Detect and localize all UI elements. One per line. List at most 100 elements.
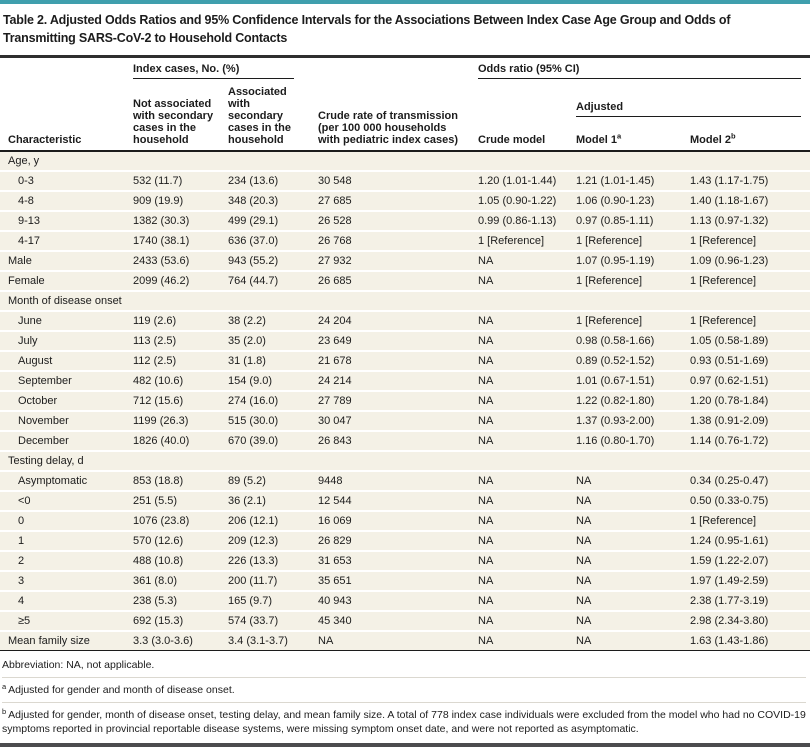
cell-value: NA	[576, 510, 690, 531]
cell-value: 1.43 (1.17-1.75)	[690, 170, 810, 191]
table-title: Table 2. Adjusted Odds Ratios and 95% Co…	[0, 4, 810, 58]
cell-value: 1.63 (1.43-1.86)	[690, 630, 810, 651]
cell-value: 1.07 (0.95-1.19)	[576, 250, 690, 271]
row-label: 9-13	[0, 210, 133, 231]
cell-value: 31 (1.8)	[228, 350, 318, 371]
cell-value: NA	[576, 490, 690, 511]
cell-value: 1 [Reference]	[690, 270, 810, 291]
cell-value: NA	[478, 310, 576, 331]
table-body: Age, y 0-3 532 (11.7) 234 (13.6) 30 548 1.20 …	[0, 150, 810, 651]
cell-value: 9448	[318, 470, 478, 491]
cell-value: 1740 (38.1)	[133, 230, 228, 251]
cell-value: 1.05 (0.90-1.22)	[478, 190, 576, 211]
row-label: 0-3	[0, 170, 133, 191]
col-group-odds-ratio: Odds ratio (95% CI)	[478, 58, 810, 83]
section-label: Testing delay, d	[0, 450, 810, 471]
cell-value: 113 (2.5)	[133, 330, 228, 351]
cell-value: 482 (10.6)	[133, 370, 228, 391]
table-row: 4-17 1740 (38.1) 636 (37.0) 26 768 1 [Refere…	[0, 230, 810, 251]
cell-value: 200 (11.7)	[228, 570, 318, 591]
odds-ratio-table: Characteristic Index cases, No. (%) Crud…	[0, 58, 810, 651]
table-row: 1 570 (12.6) 209 (12.3) 26 829 NA NA 1.24 (0.9…	[0, 530, 810, 551]
cell-value: 361 (8.0)	[133, 570, 228, 591]
cell-value: NA	[478, 350, 576, 371]
cell-value: 1 [Reference]	[690, 310, 810, 331]
cell-value: 1826 (40.0)	[133, 430, 228, 451]
cell-value: NA	[576, 590, 690, 611]
section-label: Month of disease onset	[0, 290, 810, 311]
cell-value: 574 (33.7)	[228, 610, 318, 631]
cell-value: 1.24 (0.95-1.61)	[690, 530, 810, 551]
cell-value: 40 943	[318, 590, 478, 611]
cell-value: NA	[478, 590, 576, 611]
cell-value: 692 (15.3)	[133, 610, 228, 631]
row-label: December	[0, 430, 133, 451]
table-row: Asymptomatic 853 (18.8) 89 (5.2) 9448 NA NA 0.…	[0, 470, 810, 491]
table-row: 4 238 (5.3) 165 (9.7) 40 943 NA NA 2.38 (1.77-…	[0, 590, 810, 611]
cell-value: 2099 (46.2)	[133, 270, 228, 291]
cell-value: 209 (12.3)	[228, 530, 318, 551]
row-label: 4	[0, 590, 133, 611]
cell-value: 1.13 (0.97-1.32)	[690, 210, 810, 231]
cell-value: NA	[576, 610, 690, 631]
row-label: <0	[0, 490, 133, 511]
cell-value: 1.06 (0.90-1.23)	[576, 190, 690, 211]
cell-value: 853 (18.8)	[133, 470, 228, 491]
col-group-index-cases: Index cases, No. (%)	[133, 58, 318, 83]
cell-value: 0.34 (0.25-0.47)	[690, 470, 810, 491]
cell-value: 27 685	[318, 190, 478, 211]
cell-value: 1199 (26.3)	[133, 410, 228, 431]
cell-value: NA	[478, 610, 576, 631]
table-row: November 1199 (26.3) 515 (30.0) 30 047 NA 1.3…	[0, 410, 810, 431]
top-accent-bar	[0, 0, 810, 4]
cell-value: 165 (9.7)	[228, 590, 318, 611]
table-row: Male 2433 (53.6) 943 (55.2) 27 932 NA 1.07 (0…	[0, 250, 810, 271]
table-row: September 482 (10.6) 154 (9.0) 24 214 NA 1.01…	[0, 370, 810, 391]
cell-value: 1.16 (0.80-1.70)	[576, 430, 690, 451]
cell-value: NA	[478, 270, 576, 291]
cell-value: NA	[576, 530, 690, 551]
table-row: 0 1076 (23.8) 206 (12.1) 16 069 NA NA 1 [Refer…	[0, 510, 810, 531]
cell-value: 1.59 (1.22-2.07)	[690, 550, 810, 571]
col-group-adjusted-label: Adjusted	[576, 99, 802, 117]
col-header-characteristic: Characteristic	[0, 58, 133, 152]
cell-value: 0.93 (0.51-1.69)	[690, 350, 810, 371]
row-label: 3	[0, 570, 133, 591]
table-row: 3 361 (8.0) 200 (11.7) 35 651 NA NA 1.97 (1.49…	[0, 570, 810, 591]
cell-value: 1.20 (0.78-1.84)	[690, 390, 810, 411]
cell-value: 27 789	[318, 390, 478, 411]
cell-value: 2.38 (1.77-3.19)	[690, 590, 810, 611]
footnote-b-text: Adjusted for gender, month of disease on…	[2, 709, 806, 735]
table-row: 0-3 532 (11.7) 234 (13.6) 30 548 1.20 (1.01-…	[0, 170, 810, 191]
cell-value: 24 214	[318, 370, 478, 391]
cell-value: 712 (15.6)	[133, 390, 228, 411]
cell-value: 26 768	[318, 230, 478, 251]
table-row: June 119 (2.6) 38 (2.2) 24 204 NA 1 [Referenc…	[0, 310, 810, 331]
footnote-a-marker: a	[2, 681, 7, 691]
cell-value: 1 [Reference]	[690, 230, 810, 251]
col-header-not-associated: Not associated with secondary cases in t…	[133, 83, 228, 152]
cell-value: 31 653	[318, 550, 478, 571]
table-row: December 1826 (40.0) 670 (39.0) 26 843 NA 1.1…	[0, 430, 810, 451]
table-row: <0 251 (5.5) 36 (2.1) 12 544 NA NA 0.50 (0.33-…	[0, 490, 810, 511]
cell-value: 0.97 (0.62-1.51)	[690, 370, 810, 391]
cell-value: 1 [Reference]	[576, 270, 690, 291]
cell-value: 35 651	[318, 570, 478, 591]
cell-value: 36 (2.1)	[228, 490, 318, 511]
col-group-adjusted: Adjusted	[576, 83, 810, 121]
cell-value: 2433 (53.6)	[133, 250, 228, 271]
cell-value: NA	[478, 550, 576, 571]
cell-value: 532 (11.7)	[133, 170, 228, 191]
cell-value: 499 (29.1)	[228, 210, 318, 231]
footnote-a: a Adjusted for gender and month of diseas…	[2, 677, 806, 702]
cell-value: 21 678	[318, 350, 478, 371]
cell-value: 764 (44.7)	[228, 270, 318, 291]
cell-value: 348 (20.3)	[228, 190, 318, 211]
footnote-a-text: Adjusted for gender and month of disease…	[8, 684, 235, 696]
cell-value: 1.38 (0.91-2.09)	[690, 410, 810, 431]
section-row: Testing delay, d	[0, 450, 810, 471]
cell-value: NA	[576, 470, 690, 491]
cell-value: 234 (13.6)	[228, 170, 318, 191]
col-header-associated: Associated with secondary cases in the h…	[228, 83, 318, 152]
row-label: Female	[0, 270, 133, 291]
